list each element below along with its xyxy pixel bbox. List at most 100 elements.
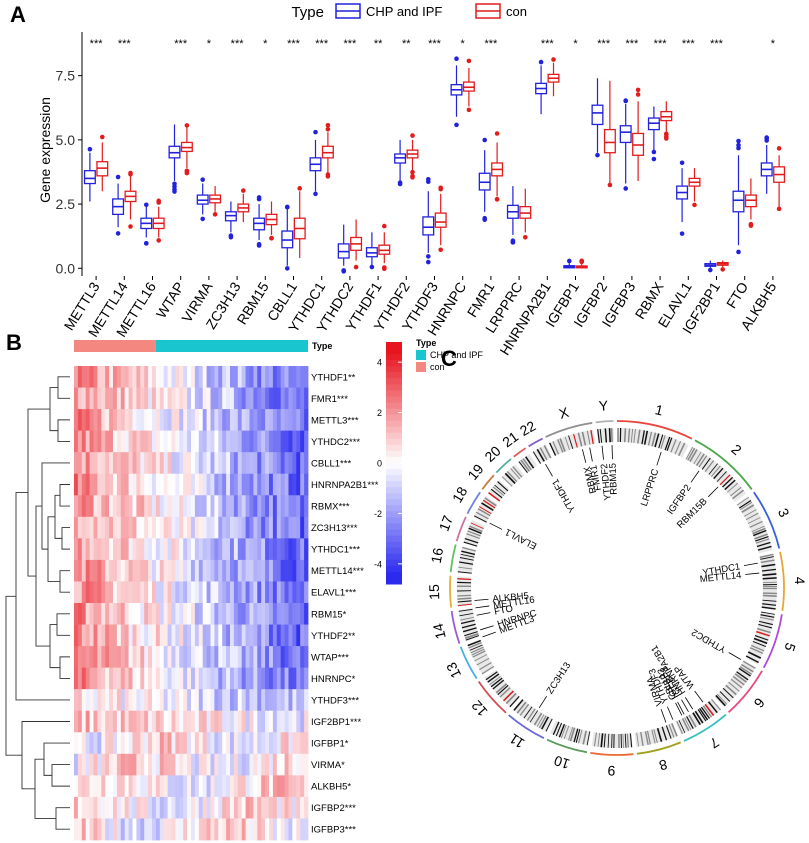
heatmap-cell	[304, 624, 309, 647]
heatmap-cell	[77, 689, 83, 712]
heatmap-cell	[222, 732, 227, 755]
ideogram-band	[629, 733, 633, 748]
chromosome-label: 9	[607, 763, 615, 779]
heatmap-cell	[292, 366, 297, 388]
heatmap-cell	[269, 624, 274, 647]
outlier-point	[748, 223, 754, 228]
heatmap-cell	[265, 646, 270, 669]
significance-label: *	[573, 38, 578, 50]
heatmap-cell	[81, 495, 87, 518]
heatmap-cell	[233, 732, 239, 755]
heatmap-cell	[175, 818, 180, 841]
heatmap-cell	[265, 516, 270, 539]
heatmap-cell	[144, 624, 149, 647]
heatmap-cell	[167, 732, 172, 755]
heatmap-cell	[105, 538, 110, 561]
heatmap-cell	[105, 387, 110, 410]
heatmap-cell	[276, 473, 282, 496]
heatmap-cell	[210, 732, 215, 755]
box-con	[660, 101, 673, 141]
heatmap-cell	[265, 732, 270, 755]
heatmap-cell	[202, 667, 207, 690]
ideogram-band	[459, 561, 474, 565]
outlier-point	[341, 269, 346, 274]
heatmap-cell	[194, 753, 200, 776]
heatmap-cell	[74, 818, 79, 841]
heatmap-cell	[253, 452, 258, 475]
ideogram-band-base	[467, 639, 495, 675]
heatmap-cell	[89, 516, 94, 539]
heatmap-cell	[136, 387, 141, 410]
outlier-point	[538, 59, 544, 65]
chromosome-label: 20	[481, 443, 503, 465]
chromosome-label: 2	[728, 441, 745, 458]
heatmap-cell	[136, 796, 141, 819]
heatmap-cell	[132, 409, 137, 432]
heatmap-cell	[124, 516, 129, 539]
heatmap-cell	[175, 387, 180, 410]
heatmap-cell	[296, 667, 301, 690]
gene-label: ZC3H13	[545, 660, 573, 696]
ideogram-band	[484, 497, 497, 507]
heatmap-cell	[175, 603, 180, 625]
heatmap-cell	[120, 473, 126, 496]
heatmap-cell	[148, 710, 153, 733]
box-con	[152, 198, 165, 243]
heatmap-cell	[155, 516, 161, 539]
ideogram-band	[636, 732, 640, 747]
heatmap-cell	[226, 667, 231, 690]
heatmap-cell	[265, 710, 270, 733]
ideogram-band	[762, 594, 777, 597]
heatmap-cell	[179, 775, 184, 798]
chromosome-arc	[545, 421, 593, 438]
outlier-point	[284, 266, 290, 271]
y-tick-label: 7.5	[56, 68, 76, 84]
heatmap-cell	[155, 387, 161, 410]
heatmap-legend-title: Type	[416, 338, 436, 348]
heatmap-cell	[136, 581, 141, 604]
heatmap-cell	[304, 538, 309, 561]
heatmap-cell	[163, 624, 168, 647]
heatmap-cell	[210, 646, 215, 669]
chromosome-arc	[595, 420, 614, 424]
ideogram-band-base	[457, 546, 477, 575]
outlier-point	[736, 142, 741, 148]
heatmap-cell	[253, 581, 258, 604]
heatmap-cell	[175, 581, 180, 604]
heatmap-cell	[179, 366, 184, 388]
heatmap-cell	[128, 430, 133, 453]
heatmap-cell	[253, 775, 258, 798]
heatmap-cell	[187, 667, 192, 690]
dendrogram-branch	[47, 516, 60, 582]
heatmap-cell	[179, 753, 184, 776]
outlier-point	[579, 258, 585, 264]
heatmap-cell	[105, 796, 110, 819]
heatmap-cell	[163, 409, 168, 432]
color-scale-step	[386, 511, 402, 518]
heatmap-cell	[300, 430, 305, 453]
heatmap-cell	[206, 538, 211, 561]
heatmap-cell	[284, 495, 289, 518]
heatmap-cell	[249, 689, 254, 712]
heatmap-cell	[81, 387, 87, 410]
ideogram-band	[518, 461, 528, 473]
heatmap-cell	[237, 689, 243, 712]
ideogram-band	[640, 731, 644, 746]
heatmap-cell	[194, 366, 200, 388]
heatmap-cell	[105, 409, 110, 432]
heatmap-cell	[280, 732, 285, 755]
heatmap-cell	[167, 430, 172, 453]
heatmap-cell	[183, 473, 188, 496]
heatmap-cell	[144, 495, 149, 518]
heatmap-cell	[187, 409, 192, 432]
heatmap-cell	[113, 689, 118, 712]
heatmap-cell	[198, 689, 204, 712]
heatmap-cell	[167, 581, 172, 604]
chromosome-arc	[753, 491, 781, 549]
panel-letter-c: C	[441, 346, 457, 371]
heatmap-cell	[191, 732, 196, 755]
heatmap-cell	[81, 559, 87, 582]
heatmap-cell	[276, 624, 282, 647]
heatmap-cell	[206, 581, 211, 604]
dendrogram-branch	[49, 624, 60, 669]
